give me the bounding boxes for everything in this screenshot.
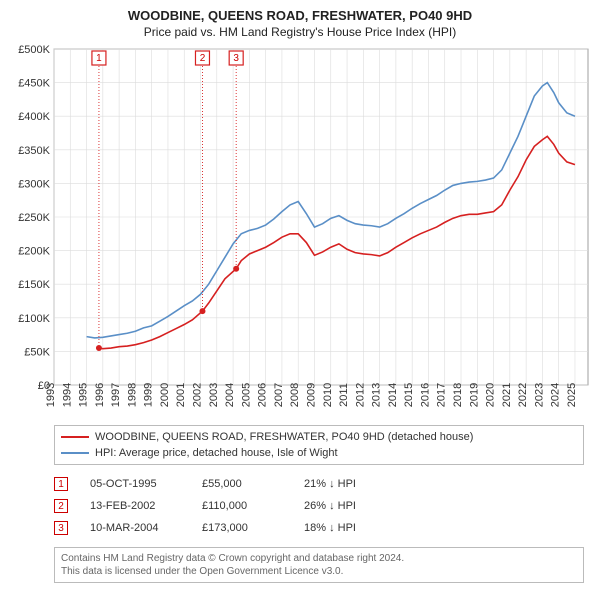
legend-label: WOODBINE, QUEENS ROAD, FRESHWATER, PO40 … xyxy=(95,431,473,443)
x-tick-label: 2022 xyxy=(517,383,529,407)
x-tick-label: 1995 xyxy=(78,383,90,407)
x-tick-label: 2017 xyxy=(436,383,448,407)
x-tick-label: 2018 xyxy=(452,383,464,407)
x-tick-label: 1994 xyxy=(61,383,73,407)
event-marker-id: 2 xyxy=(200,53,206,64)
y-tick-label: £100K xyxy=(18,313,50,325)
event-dot xyxy=(96,345,102,351)
x-tick-label: 2020 xyxy=(485,383,497,407)
event-price: £173,000 xyxy=(202,522,282,534)
x-tick-label: 2014 xyxy=(387,383,399,407)
y-tick-label: £250K xyxy=(18,212,50,224)
y-tick-label: £50K xyxy=(24,346,50,358)
x-tick-label: 2012 xyxy=(354,383,366,407)
event-price: £55,000 xyxy=(202,478,282,490)
x-tick-label: 2006 xyxy=(257,383,269,407)
x-tick-label: 1999 xyxy=(143,383,155,407)
chart-area: £0£50K£100K£150K£200K£250K£300K£350K£400… xyxy=(8,45,592,419)
footer-line-2: This data is licensed under the Open Gov… xyxy=(61,565,577,578)
event-hpi-delta: 26% ↓ HPI xyxy=(304,500,394,512)
legend-row: HPI: Average price, detached house, Isle… xyxy=(61,445,577,461)
event-date: 05-OCT-1995 xyxy=(90,478,180,490)
event-price: £110,000 xyxy=(202,500,282,512)
event-id-box: 3 xyxy=(54,521,68,535)
footer-attribution: Contains HM Land Registry data © Crown c… xyxy=(54,547,584,583)
x-tick-label: 1997 xyxy=(110,383,122,407)
line-chart-svg: £0£50K£100K£150K£200K£250K£300K£350K£400… xyxy=(8,45,592,419)
x-tick-label: 1993 xyxy=(45,383,57,407)
x-tick-label: 2000 xyxy=(159,383,171,407)
y-tick-label: £450K xyxy=(18,78,50,90)
x-tick-label: 2025 xyxy=(566,383,578,407)
x-tick-label: 2024 xyxy=(550,383,562,407)
x-tick-label: 2003 xyxy=(208,383,220,407)
x-tick-label: 2009 xyxy=(305,383,317,407)
x-tick-label: 2008 xyxy=(289,383,301,407)
event-date: 13-FEB-2002 xyxy=(90,500,180,512)
page-subtitle: Price paid vs. HM Land Registry's House … xyxy=(8,25,592,39)
legend-swatch xyxy=(61,452,89,454)
y-tick-label: £150K xyxy=(18,279,50,291)
x-tick-label: 2011 xyxy=(338,383,350,407)
event-hpi-delta: 18% ↓ HPI xyxy=(304,522,394,534)
event-row: 2 13-FEB-2002 £110,000 26% ↓ HPI xyxy=(54,495,584,517)
x-tick-label: 2005 xyxy=(240,383,252,407)
event-id-box: 1 xyxy=(54,477,68,491)
y-tick-label: £500K xyxy=(18,45,50,56)
event-dot xyxy=(233,266,239,272)
x-tick-label: 2013 xyxy=(371,383,383,407)
x-tick-label: 1998 xyxy=(126,383,138,407)
chart-container: WOODBINE, QUEENS ROAD, FRESHWATER, PO40 … xyxy=(0,0,600,590)
page-title: WOODBINE, QUEENS ROAD, FRESHWATER, PO40 … xyxy=(8,8,592,23)
events-list: 1 05-OCT-1995 £55,000 21% ↓ HPI 2 13-FEB-2002… xyxy=(54,473,584,539)
x-tick-label: 2023 xyxy=(533,383,545,407)
x-tick-label: 2007 xyxy=(273,383,285,407)
legend-box: WOODBINE, QUEENS ROAD, FRESHWATER, PO40 … xyxy=(54,425,584,465)
event-row: 1 05-OCT-1995 £55,000 21% ↓ HPI xyxy=(54,473,584,495)
y-tick-label: £400K xyxy=(18,111,50,123)
event-id-box: 2 xyxy=(54,499,68,513)
event-hpi-delta: 21% ↓ HPI xyxy=(304,478,394,490)
event-dot xyxy=(199,308,205,314)
x-tick-label: 2019 xyxy=(468,383,480,407)
legend-swatch xyxy=(61,436,89,438)
x-tick-label: 2002 xyxy=(192,383,204,407)
x-tick-label: 2004 xyxy=(224,383,236,407)
x-tick-label: 2010 xyxy=(322,383,334,407)
y-tick-label: £200K xyxy=(18,246,50,258)
legend-label: HPI: Average price, detached house, Isle… xyxy=(95,447,338,459)
x-tick-label: 2016 xyxy=(419,383,431,407)
x-tick-label: 2015 xyxy=(403,383,415,407)
y-tick-label: £300K xyxy=(18,178,50,190)
x-tick-label: 1996 xyxy=(94,383,106,407)
footer-line-1: Contains HM Land Registry data © Crown c… xyxy=(61,552,577,565)
y-tick-label: £350K xyxy=(18,145,50,157)
x-tick-label: 2021 xyxy=(501,383,513,407)
event-marker-id: 1 xyxy=(96,53,102,64)
x-tick-label: 2001 xyxy=(175,383,187,407)
event-date: 10-MAR-2004 xyxy=(90,522,180,534)
event-marker-id: 3 xyxy=(233,53,239,64)
legend-row: WOODBINE, QUEENS ROAD, FRESHWATER, PO40 … xyxy=(61,429,577,445)
event-row: 3 10-MAR-2004 £173,000 18% ↓ HPI xyxy=(54,517,584,539)
